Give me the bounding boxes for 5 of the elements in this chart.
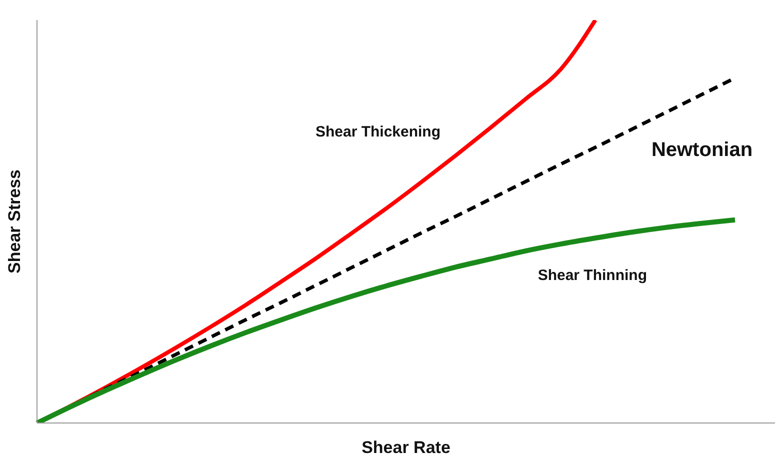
series-label: Shear Thickening	[315, 124, 441, 141]
y-axis-title: Shear Stress	[5, 170, 24, 274]
series-label: Newtonian	[651, 139, 753, 162]
x-axis-title: Shear Rate	[362, 438, 450, 457]
series-label: Shear Thinning	[538, 267, 647, 284]
